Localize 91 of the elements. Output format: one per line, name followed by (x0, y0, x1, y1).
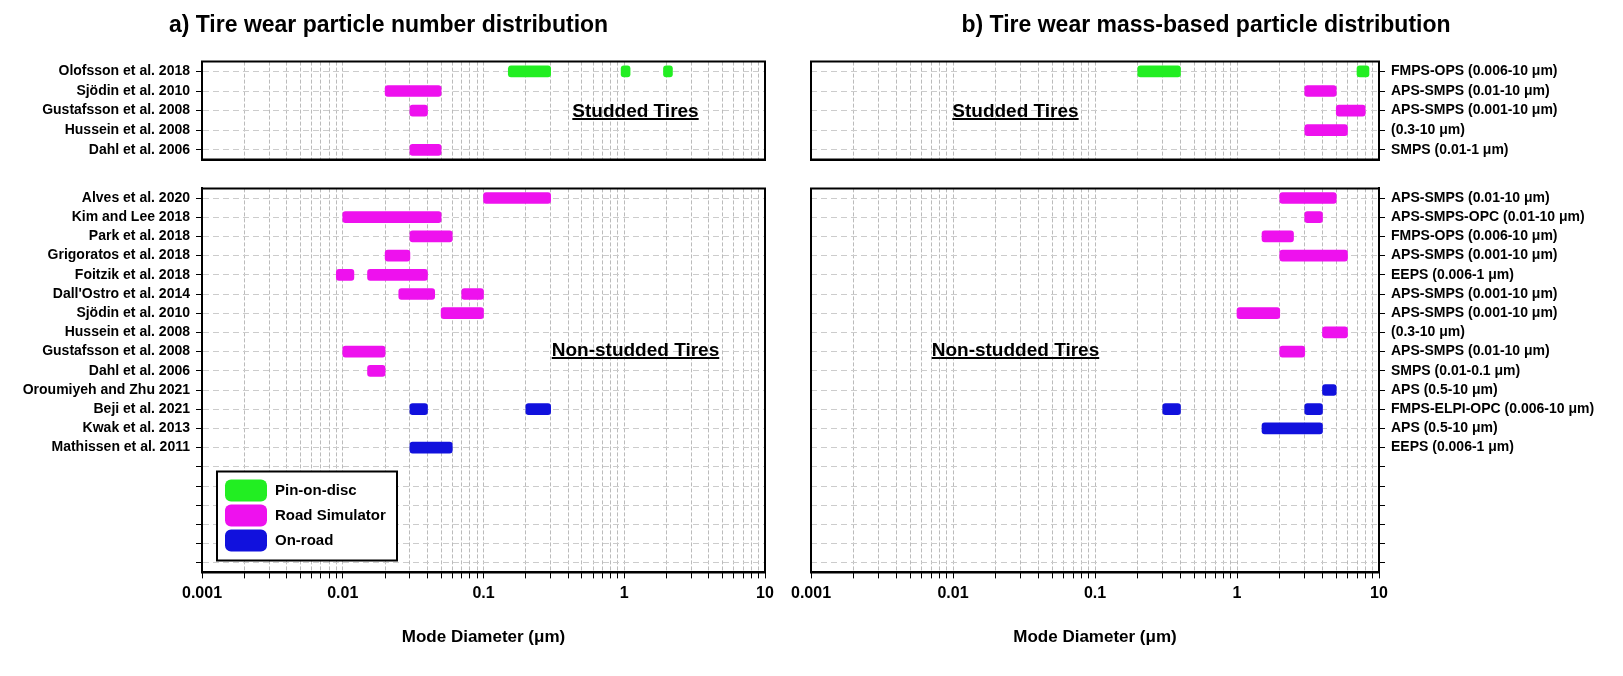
y-tick-label: APS-SMPS (0.001-10 μm) (1391, 284, 1558, 301)
bar (1304, 211, 1323, 224)
x-tick-label: 10 (1370, 584, 1388, 602)
y-tick-label: APS-SMPS (0.01-10 μm) (1391, 188, 1550, 205)
bar (440, 307, 484, 320)
bar (1137, 65, 1181, 78)
x-tick-label: 0.001 (790, 584, 832, 602)
bar (384, 85, 442, 97)
bar (1279, 192, 1337, 204)
bar (335, 268, 355, 281)
x-tick-label: 0.001 (181, 584, 223, 602)
y-tick-label: (0.3-10 μm) (1391, 121, 1465, 138)
bar (409, 403, 428, 416)
chart-title: b) Tire wear mass-based particle distribution (961, 11, 1451, 38)
bar (1304, 85, 1337, 97)
y-tick-label: Dall'Ostro et al. 2014 (52, 284, 191, 301)
x-tick-label: 1 (1232, 584, 1242, 602)
bar (507, 65, 551, 78)
x-tick-label: 0.01 (937, 584, 969, 602)
y-tick-label: Kim and Lee 2018 (71, 208, 191, 225)
y-tick-label: FMPS-OPS (0.006-10 μm) (1391, 62, 1558, 79)
bar (1335, 104, 1366, 117)
y-tick-label: Sjödin et al. 2010 (76, 81, 191, 98)
y-tick-label: Sjödin et al. 2010 (76, 304, 191, 321)
x-tick-label: 0.1 (472, 584, 495, 602)
bar (1304, 124, 1348, 137)
y-tick-label: Dahl et al. 2006 (88, 361, 191, 378)
chart-title: a) Tire wear particle number distribution (168, 11, 609, 38)
annotation: Non-studded Tires (551, 338, 720, 361)
y-tick-label: APS-SMPS-OPC (0.01-10 μm) (1391, 208, 1585, 225)
bar (1261, 230, 1294, 243)
y-tick-label: Hussein et al. 2008 (64, 121, 191, 138)
x-axis-title: Mode Diameter (μm) (1013, 627, 1177, 647)
y-tick-label: APS-SMPS (0.001-10 μm) (1391, 246, 1558, 263)
annotation: Studded Tires (952, 99, 1079, 122)
bar (367, 268, 428, 281)
y-tick-label: EEPS (0.006-1 μm) (1391, 265, 1514, 282)
y-tick-label: SMPS (0.01-1 μm) (1391, 140, 1509, 157)
bar (384, 249, 411, 262)
y-tick-label: Beji et al. 2021 (93, 400, 191, 417)
y-tick-label: Park et al. 2018 (88, 227, 191, 244)
y-tick-label: SMPS (0.01-0.1 μm) (1391, 361, 1521, 378)
bar (1236, 307, 1281, 320)
y-tick-label: Gustafsson et al. 2008 (42, 342, 191, 359)
bar (409, 230, 453, 243)
y-tick-label: APS (0.5-10 μm) (1391, 419, 1498, 436)
bar (1322, 326, 1348, 339)
bar (461, 288, 484, 300)
y-tick-label: Mathissen et al. 2011 (51, 438, 191, 455)
legend-label: Road Simulator (275, 506, 387, 524)
x-axis-title: Mode Diameter (μm) (401, 627, 566, 647)
y-tick-label: (0.3-10 μm) (1391, 323, 1465, 340)
legend-label: On-road (275, 531, 334, 549)
y-tick-label: FMPS-ELPI-OPC (0.006-10 μm) (1391, 400, 1595, 417)
y-tick-label: Olofsson et al. 2018 (58, 62, 191, 79)
y-tick-label: Foitzik et al. 2018 (74, 265, 191, 282)
y-tick-label: Alves et al. 2020 (81, 188, 191, 205)
bar (525, 403, 551, 416)
y-tick-label: FMPS-OPS (0.006-10 μm) (1391, 227, 1558, 244)
bar (367, 364, 386, 377)
x-tick-label: 10 (756, 584, 774, 602)
bar (409, 104, 428, 117)
bar (409, 441, 453, 454)
bar (1261, 422, 1323, 435)
bar (342, 345, 386, 358)
x-tick-label: 0.1 (1083, 584, 1107, 602)
bar (1162, 403, 1181, 416)
bar (398, 288, 436, 300)
y-tick-label: Grigoratos et al. 2018 (47, 246, 191, 263)
bar (1279, 249, 1348, 262)
legend-label: Pin-on-disc (275, 481, 357, 499)
bar (1304, 403, 1323, 416)
y-tick-label: Oroumiyeh and Zhu 2021 (22, 380, 191, 397)
y-tick-label: APS-SMPS (0.001-10 μm) (1391, 304, 1558, 321)
x-tick-label: 1 (619, 584, 629, 602)
y-tick-label: APS-SMPS (0.01-10 μm) (1391, 342, 1550, 359)
bar (342, 211, 442, 224)
y-tick-label: APS (0.5-10 μm) (1391, 380, 1498, 397)
y-tick-label: Gustafsson et al. 2008 (42, 101, 191, 118)
y-tick-label: APS-SMPS (0.01-10 μm) (1391, 81, 1550, 98)
x-tick-label: 0.01 (327, 584, 359, 602)
y-tick-label: EEPS (0.006-1 μm) (1391, 438, 1514, 455)
bar (1279, 345, 1306, 358)
annotation: Studded Tires (572, 99, 699, 122)
bar (409, 143, 442, 156)
y-tick-label: Hussein et al. 2008 (64, 323, 191, 340)
annotation: Non-studded Tires (931, 338, 1100, 361)
y-tick-label: Kwak et al. 2013 (82, 419, 191, 436)
bar (483, 192, 551, 204)
y-tick-label: Dahl et al. 2006 (88, 140, 191, 157)
y-tick-label: APS-SMPS (0.001-10 μm) (1391, 101, 1558, 118)
